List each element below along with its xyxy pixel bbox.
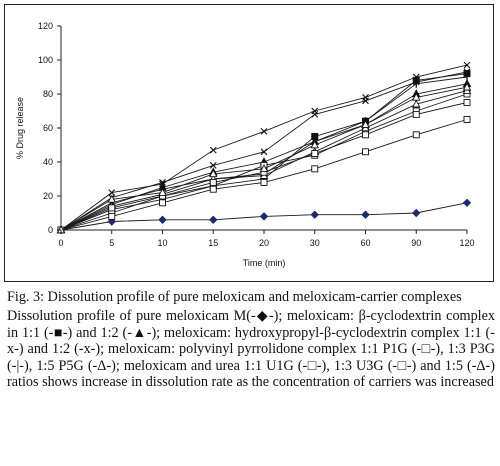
data-point — [462, 82, 472, 91]
data-point — [209, 215, 218, 225]
data-point — [362, 131, 369, 139]
x-tick-label: 10 — [157, 238, 167, 248]
data-point — [259, 212, 269, 221]
x-tick-label: 5 — [109, 238, 114, 248]
data-point — [462, 198, 472, 208]
data-point — [310, 210, 319, 219]
data-point — [209, 169, 218, 178]
y-tick-label: 40 — [43, 157, 53, 167]
data-point — [158, 187, 167, 196]
chart-ticks: 0 20 40 60 80 100 120 0 5 10 15 20 30 60 90 120 — [38, 21, 475, 248]
data-series — [56, 82, 472, 234]
data-point — [311, 107, 319, 115]
data-point — [362, 97, 369, 105]
x-tick-label: 90 — [411, 238, 421, 248]
data-point — [463, 99, 471, 106]
chart-frame: 0 20 40 60 80 100 120 0 5 10 15 20 30 60 90 120 Time (m… — [4, 4, 494, 282]
data-point — [209, 146, 217, 154]
data-point — [311, 111, 319, 118]
x-tick-label: 60 — [360, 238, 370, 248]
series-line — [60, 83, 468, 231]
data-point — [209, 162, 217, 169]
y-axis-title: % Drug release — [15, 97, 25, 159]
data-point — [362, 148, 369, 156]
data-point — [412, 131, 420, 139]
data-point — [209, 178, 217, 186]
x-tick-label: 0 — [58, 238, 63, 248]
data-point — [260, 128, 268, 135]
data-point — [310, 140, 319, 149]
data-point — [159, 199, 166, 207]
data-series — [57, 116, 471, 234]
data-point — [361, 210, 370, 219]
data-point — [108, 212, 116, 220]
y-tick-label: 80 — [43, 89, 53, 99]
x-tick-label: 15 — [208, 238, 218, 248]
data-point — [412, 99, 421, 108]
x-axis-title: Time (min) — [243, 258, 286, 268]
x-tick-label: 20 — [259, 238, 269, 248]
figure-caption: Fig. 3: Dissolution profile of pure melo… — [7, 289, 495, 390]
chart-series — [56, 61, 472, 235]
line-chart: 0 20 40 60 80 100 120 0 5 10 15 20 30 60 90 120 Time (m… — [15, 21, 475, 268]
data-point — [463, 116, 471, 123]
data-point — [463, 68, 471, 76]
data-point — [108, 204, 116, 212]
data-series — [57, 61, 471, 234]
data-point — [260, 178, 268, 186]
y-tick-label: 0 — [48, 225, 53, 235]
y-tick-label: 20 — [43, 191, 53, 201]
data-point — [362, 94, 369, 101]
data-point — [311, 165, 319, 173]
data-point — [412, 92, 421, 101]
data-point — [311, 150, 319, 157]
data-point — [209, 185, 217, 193]
data-point — [412, 73, 420, 81]
figure-description: Dissolution profile of pure meloxicam M(… — [7, 308, 495, 391]
data-series — [57, 90, 471, 234]
data-point — [159, 179, 166, 186]
y-tick-label: 60 — [43, 123, 53, 133]
figure-title: Fig. 3: Dissolution profile of pure melo… — [7, 289, 462, 305]
data-point — [108, 189, 116, 196]
data-point — [260, 148, 268, 156]
series-line — [60, 71, 468, 231]
x-tick-label: 120 — [459, 238, 474, 248]
data-point — [259, 164, 269, 173]
y-tick-label: 100 — [38, 55, 53, 65]
chart-axes — [60, 26, 467, 231]
data-point — [158, 215, 167, 225]
x-tick-label: 30 — [310, 238, 320, 248]
y-tick-label: 120 — [38, 21, 53, 31]
data-point — [412, 110, 420, 118]
data-point — [361, 119, 370, 128]
data-point — [412, 208, 421, 218]
data-point — [463, 61, 471, 69]
data-series — [56, 78, 472, 234]
data-point — [107, 194, 116, 203]
